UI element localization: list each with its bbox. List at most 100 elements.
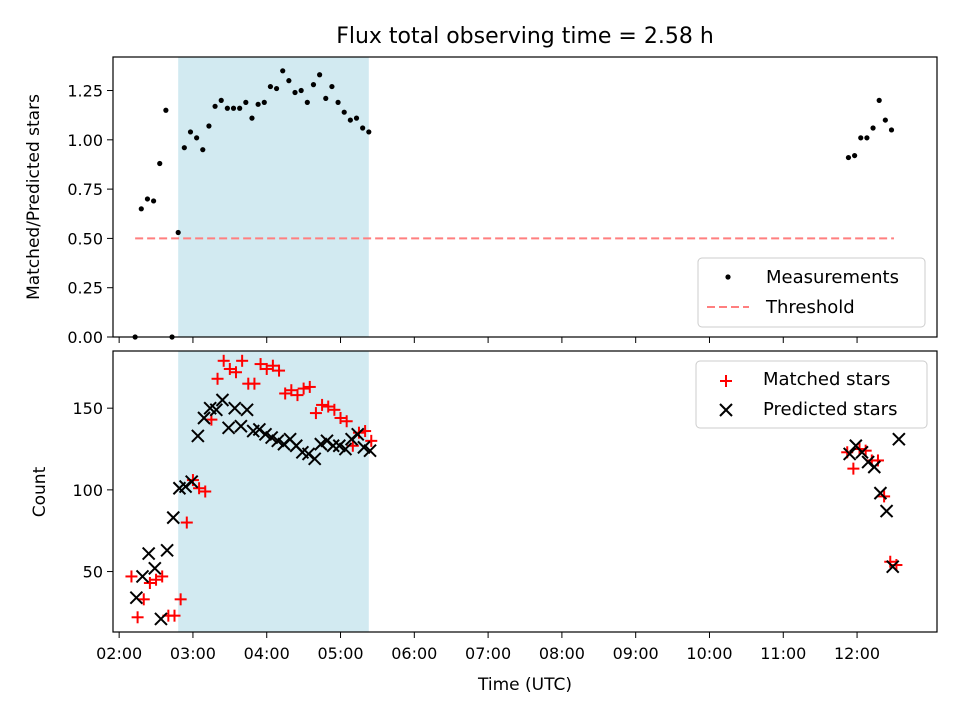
matched-point [847,462,860,475]
top-ytick-label: 0.25 [67,279,103,298]
matched-point [125,570,138,583]
top-point [150,198,157,204]
matched-point [174,593,187,606]
xtick-label: 11:00 [760,644,806,663]
predicted-point [135,569,150,584]
top-point [366,129,372,135]
top-point [206,123,212,129]
bottom-panel: 50 100 150 02:00 03:00 04:00 05:00 06:00 07:00 0… [30,350,938,695]
predicted-point [141,546,156,561]
top-point [870,125,876,131]
top-point [882,117,888,123]
top-point [261,99,267,105]
matched-point [297,382,310,395]
matched-point [236,354,249,367]
predicted-point [886,559,900,574]
legend-threshold-label: Threshold [765,297,855,318]
matched-point [328,403,341,416]
top-point [230,105,237,111]
matched-point [316,398,329,411]
matched-point [365,434,378,447]
top-point [298,87,304,94]
matched-point [322,400,335,413]
xtick-label: 12:00 [834,644,880,663]
predicted-point [258,427,273,442]
top-point [218,97,224,103]
top-point [280,68,286,74]
top-point [310,82,317,88]
legend-matched-marker [720,375,732,387]
bottom-ytick-label: 50 [83,563,103,582]
top-point [360,125,366,131]
predicted-point [351,427,365,442]
bottom-panel-frame [112,350,938,633]
predicted-point [842,447,857,461]
legend-matched-label: Matched stars [763,369,890,390]
matched-point [199,485,212,498]
top-point [144,196,151,202]
matched-point [303,380,316,393]
predicted-point [314,437,328,451]
top-point [181,145,187,151]
predicted-point [160,543,174,558]
top-ylabel: Matched/Predicted stars [24,94,44,300]
top-point [341,109,347,115]
matched-point [260,362,273,375]
predicted-point [221,421,236,435]
legend-measurements-marker [725,274,731,280]
matched-point [248,377,261,390]
top-legend: Measurements Threshold [697,257,926,328]
predicted-point [363,443,377,458]
top-point [157,160,163,167]
predicted-point [129,590,144,605]
top-panel-frame [112,56,938,338]
bottom-legend: Matched stars Predicted stars [695,360,928,429]
matched-point [150,573,163,586]
top-ytick-label: 1.00 [67,131,103,150]
top-point [329,83,335,90]
matched-point [131,611,144,624]
predicted-point [332,439,346,453]
matched-point [334,411,347,424]
top-point [243,99,249,105]
top-panel: 0.00 0.25 0.50 0.75 1.00 1.25 Matched/Predict… [24,56,938,347]
xtick-label: 03:00 [170,644,216,663]
matched-point [180,516,193,529]
top-point [255,101,261,107]
xtick-label: 09:00 [613,644,659,663]
top-point [858,135,864,141]
predicted-point [228,401,242,415]
matched-point [279,387,292,400]
xtick-label: 02:00 [96,644,142,663]
matched-point [229,366,242,379]
predicted-point [215,393,230,407]
matched-point [211,372,224,385]
top-point [876,97,882,103]
xtick-label: 05:00 [317,644,363,663]
matched-point [884,555,897,568]
top-point [267,83,274,90]
legend-predicted-marker [719,403,733,417]
top-point [317,72,323,78]
matched-point [143,576,156,589]
xlabel: Time (UTC) [477,675,572,695]
top-ytick-label: 0.00 [67,328,103,347]
bottom-ytick-label: 150 [72,399,103,418]
matched-point [285,384,298,397]
legend-predicted-label: Predicted stars [763,399,897,420]
bottom-ylabel: Count [30,466,50,517]
top-point [845,154,852,161]
matched-point [266,359,279,372]
top-point [304,99,310,105]
predicted-point [148,561,162,575]
matched-point [340,415,353,428]
predicted-point [326,439,340,453]
xtick-label: 08:00 [539,644,585,663]
top-point [335,99,341,105]
predicted-point [338,442,353,456]
top-point [864,135,870,141]
top-point [194,135,200,141]
predicted-point [867,460,881,474]
predicted-point [185,474,199,489]
